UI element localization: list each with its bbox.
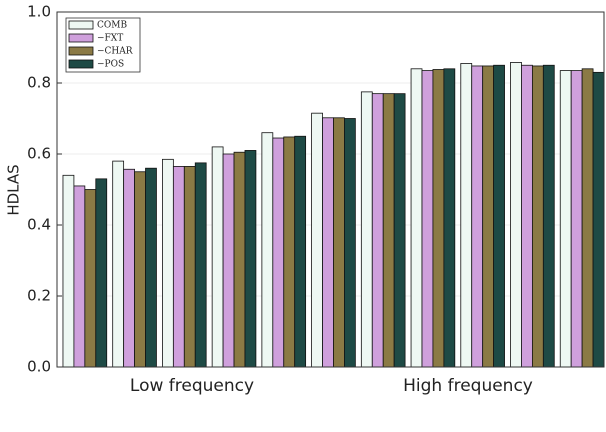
bar <box>531 65 544 368</box>
bar <box>222 153 235 368</box>
bar <box>581 68 594 368</box>
bar <box>344 118 356 368</box>
legend-swatch <box>68 20 94 30</box>
legend-label: COMB <box>97 21 127 31</box>
bar <box>233 151 246 368</box>
bar <box>410 68 423 368</box>
legend-swatch <box>68 59 94 69</box>
bar <box>261 132 274 368</box>
bar <box>134 171 146 368</box>
bar <box>294 135 307 368</box>
bar <box>443 68 456 368</box>
bar <box>84 189 97 368</box>
bar <box>272 137 285 368</box>
y-axis-label: HDLAS <box>5 164 23 215</box>
bar <box>172 166 185 368</box>
bar <box>559 70 572 368</box>
bar <box>322 117 334 368</box>
bar <box>521 64 533 368</box>
y-tick-label: 1.0 <box>27 3 51 21</box>
bar <box>244 150 257 368</box>
bar <box>162 158 174 368</box>
bar <box>62 174 75 368</box>
y-tick-label: 0.8 <box>27 74 51 92</box>
bar <box>145 167 157 368</box>
bar <box>432 69 445 368</box>
bar <box>382 93 395 368</box>
y-tick-label: 0.6 <box>27 145 51 163</box>
bar <box>123 168 135 368</box>
bar <box>482 65 495 368</box>
legend-label: −POS <box>97 60 124 70</box>
plot-frame <box>56 11 605 368</box>
x-group-label: High frequency <box>403 376 533 396</box>
bar <box>183 166 196 368</box>
legend-swatch <box>68 33 94 43</box>
legend-label: −CHAR <box>97 47 133 57</box>
bar <box>570 70 583 368</box>
y-tick-label: 0.2 <box>27 287 51 305</box>
bar <box>211 146 224 368</box>
bar <box>112 160 125 368</box>
bar <box>393 93 406 368</box>
bar <box>194 162 207 368</box>
bar <box>283 136 296 368</box>
bar <box>542 64 555 368</box>
legend-swatch <box>68 46 94 56</box>
bar <box>333 117 345 368</box>
bar <box>371 93 384 368</box>
legend-label: −FXT <box>97 34 123 44</box>
bar <box>421 70 434 368</box>
bar <box>311 112 323 368</box>
bar <box>95 178 108 368</box>
bar <box>460 63 473 368</box>
y-tick-label: 0.4 <box>27 216 51 234</box>
bar <box>360 91 373 368</box>
y-tick-label: 0.0 <box>27 358 51 376</box>
bar <box>493 64 505 368</box>
bar <box>510 62 522 368</box>
bar <box>73 185 86 368</box>
x-group-label: Low frequency <box>130 376 254 396</box>
bar <box>471 65 484 368</box>
bar <box>592 71 605 368</box>
